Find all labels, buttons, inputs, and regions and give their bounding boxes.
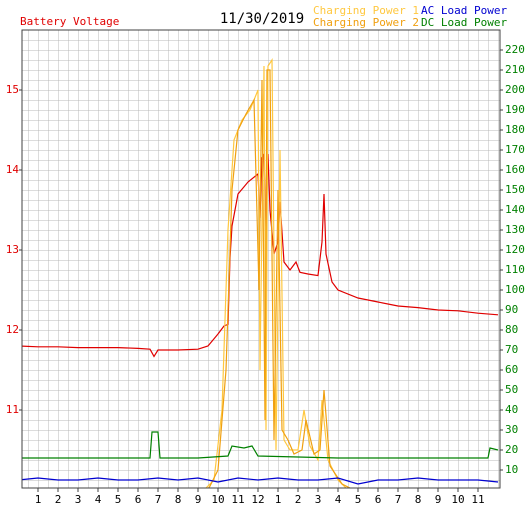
- y2-tick-label: 60: [505, 363, 518, 376]
- x-tick-label: 12: [251, 493, 264, 506]
- y-tick-label: 11: [6, 403, 19, 416]
- y2-tick-label: 30: [505, 423, 518, 436]
- x-tick-label: 8: [415, 493, 422, 506]
- plot-frame: [21, 29, 501, 489]
- y2-tick-label: 80: [505, 323, 518, 336]
- y-tick-label: 13: [6, 243, 19, 256]
- x-tick-label: 5: [115, 493, 122, 506]
- y2-tick-label: 200: [505, 83, 525, 96]
- x-tick-label: 10: [451, 493, 464, 506]
- legend-label: Battery Voltage: [20, 15, 119, 28]
- x-tick-label: 9: [435, 493, 442, 506]
- y2-tick-label: 130: [505, 223, 525, 236]
- x-tick-label: 1: [35, 493, 42, 506]
- y2-tick-label: 50: [505, 383, 518, 396]
- x-tick-label: 4: [95, 493, 102, 506]
- y2-tick-label: 70: [505, 343, 518, 356]
- y2-tick-label: 10: [505, 463, 518, 476]
- series-line: [22, 477, 499, 485]
- y2-tick-label: 120: [505, 243, 525, 256]
- y2-tick-label: 110: [505, 263, 525, 276]
- y2-tick-label: 40: [505, 403, 518, 416]
- x-tick-label: 6: [135, 493, 142, 506]
- y-tick-label: 12: [6, 323, 19, 336]
- y2-tick-label: 210: [505, 63, 525, 76]
- x-tick-label: 11: [231, 493, 244, 506]
- chart-title: 11/30/2019: [220, 11, 304, 27]
- x-tick-label: 6: [375, 493, 382, 506]
- y2-tick-label: 180: [505, 123, 525, 136]
- x-tick-label: 10: [211, 493, 224, 506]
- legend-label: AC Load Power: [421, 4, 507, 17]
- y2-tick-label: 140: [505, 203, 525, 216]
- x-tick-label: 11: [471, 493, 484, 506]
- y2-tick-label: 100: [505, 283, 525, 296]
- y2-tick-label: 170: [505, 143, 525, 156]
- y2-tick-label: 90: [505, 303, 518, 316]
- series-line: [22, 431, 499, 459]
- x-tick-label: 4: [335, 493, 342, 506]
- x-tick-label: 7: [155, 493, 162, 506]
- y2-tick-label: 190: [505, 103, 525, 116]
- x-tick-label: 1: [275, 493, 282, 506]
- y2-tick-label: 220: [505, 43, 525, 56]
- y2-tick-label: 20: [505, 443, 518, 456]
- legend-label: Charging Power 1: [313, 4, 419, 17]
- y2-tick-label: 160: [505, 163, 525, 176]
- x-tick-label: 3: [75, 493, 82, 506]
- x-tick-label: 3: [315, 493, 322, 506]
- series-line: [205, 58, 347, 488]
- x-tick-label: 2: [295, 493, 302, 506]
- x-tick-label: 9: [195, 493, 202, 506]
- legend-label: DC Load Power: [421, 16, 507, 29]
- x-tick-label: 7: [395, 493, 402, 506]
- y2-tick-label: 150: [505, 183, 525, 196]
- x-tick-label: 5: [355, 493, 362, 506]
- legend-label: Charging Power 2: [313, 16, 419, 29]
- series-line: [208, 69, 352, 488]
- x-tick-label: 8: [175, 493, 182, 506]
- y-tick-label: 15: [6, 83, 19, 96]
- y-tick-label: 14: [6, 163, 20, 176]
- x-tick-label: 2: [55, 493, 62, 506]
